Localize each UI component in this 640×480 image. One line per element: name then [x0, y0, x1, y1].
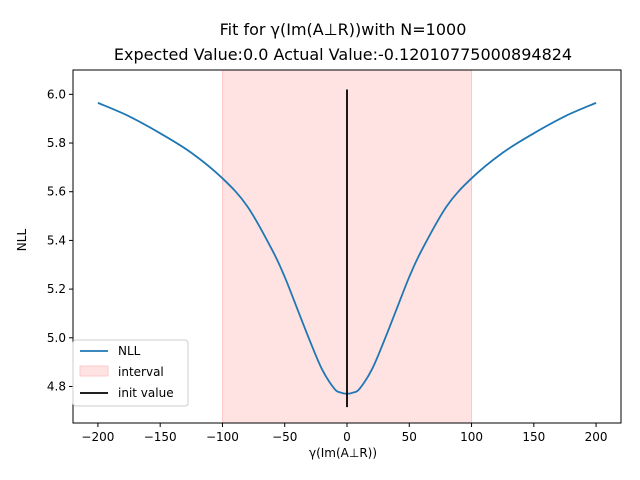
legend-label-init-value: init value: [118, 386, 174, 400]
axes: −200 −150 −100 −50 0 50 100 150 200 4.8 5.0 5.2 5.4 5…: [47, 69, 622, 444]
y-tick-label: 5.2: [47, 282, 66, 296]
legend-swatch-interval: [79, 365, 109, 377]
x-tick-label: 0: [343, 430, 351, 444]
y-tick-label: 5.8: [47, 136, 66, 150]
legend-label-interval: interval: [118, 365, 164, 379]
y-tick-label: 4.8: [47, 379, 66, 393]
plot-area: [97, 69, 597, 424]
x-tick-label: 150: [522, 430, 545, 444]
x-axis-label: γ(Im(A⊥R)): [309, 446, 377, 460]
x-tick-label: −150: [144, 430, 177, 444]
x-tick-label: −50: [272, 430, 297, 444]
y-tick-label: 5.0: [47, 331, 66, 345]
chart-title-line2: Expected Value:0.0 Actual Value:-0.12010…: [114, 45, 572, 64]
y-tick-label: 6.0: [47, 87, 66, 101]
y-axis-label: NLL: [15, 229, 29, 252]
legend: NLL interval init value: [72, 339, 189, 407]
y-tick-label: 5.6: [47, 185, 66, 199]
legend-label-nll: NLL: [118, 344, 141, 358]
x-tick-label: 100: [460, 430, 483, 444]
x-tick-label: 200: [585, 430, 608, 444]
x-tick-label: −200: [81, 430, 114, 444]
legend-frame: [72, 339, 189, 407]
y-tick-label: 5.4: [47, 233, 66, 247]
x-tick-label: 50: [402, 430, 417, 444]
chart-title-line1: Fit for γ(Im(A⊥R))with N=1000: [220, 20, 467, 39]
x-tick-label: −100: [206, 430, 239, 444]
